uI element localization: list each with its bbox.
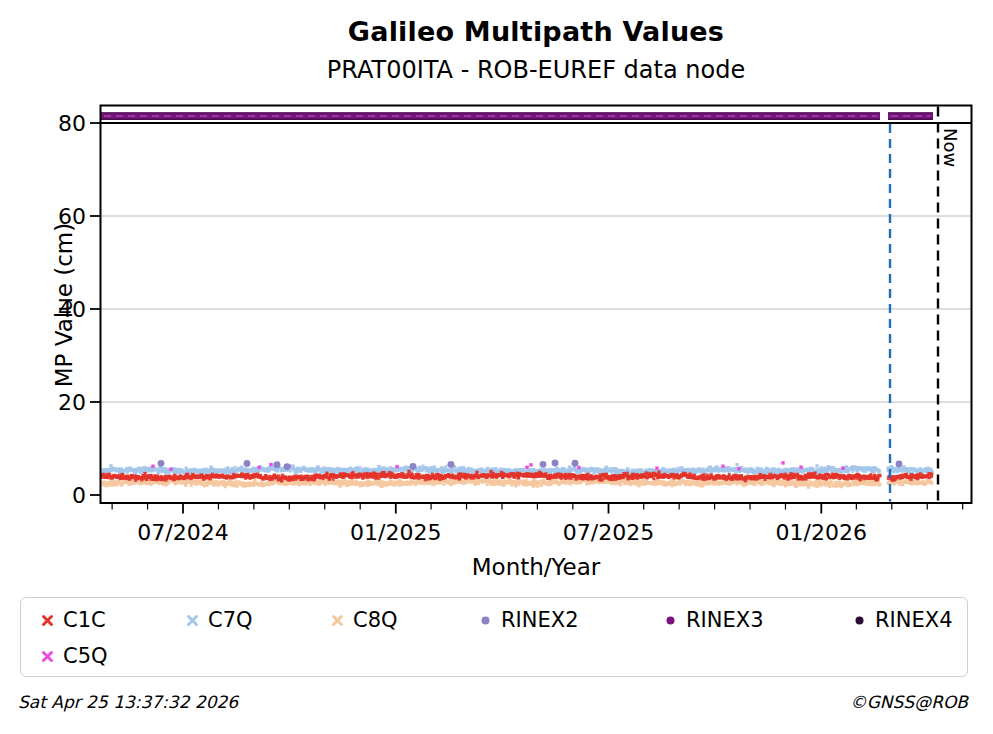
c7q-x-marker-icon bbox=[186, 614, 199, 627]
c5q-x-marker-icon bbox=[41, 650, 54, 663]
plot-timestamp: Sat Apr 25 13:37:32 2026 bbox=[18, 692, 238, 712]
legend-item-c8q: C8Q bbox=[331, 607, 398, 633]
rinex4-dot-marker-icon bbox=[853, 614, 866, 627]
legend-item-rinex4: RINEX4 bbox=[853, 607, 953, 633]
y-tick-0: 0 bbox=[72, 483, 86, 508]
plot-border bbox=[101, 106, 972, 504]
multipath-chart: Galileo Multipath Values PRAT00ITA - ROB… bbox=[0, 0, 993, 734]
legend-label: RINEX4 bbox=[875, 607, 953, 633]
x-tick-01-2026: 01/2026 bbox=[776, 520, 867, 545]
marker-lines bbox=[890, 107, 938, 502]
legend-item-c1c: C1C bbox=[41, 607, 106, 633]
c8q-x-marker-icon bbox=[331, 614, 344, 627]
legend-label: RINEX2 bbox=[501, 607, 579, 633]
legend-item-c5q: C5Q bbox=[41, 643, 108, 669]
y-tick-20: 20 bbox=[58, 390, 86, 415]
y-tick-40: 40 bbox=[58, 297, 86, 322]
c1c-x-marker-icon bbox=[41, 614, 54, 627]
legend-label: C8Q bbox=[353, 607, 398, 633]
legend-item-rinex3: RINEX3 bbox=[664, 607, 764, 633]
legend-box: C1C C7Q C8Q RINEX2 RINEX3 RINEX4 C5Q bbox=[20, 597, 968, 677]
rinex3-dot-marker-icon bbox=[664, 614, 677, 627]
x-tick-01-2025: 01/2025 bbox=[350, 520, 441, 545]
now-line-label: Now bbox=[940, 128, 961, 167]
x-tick-07-2024: 07/2024 bbox=[137, 520, 228, 545]
legend-item-rinex2: RINEX2 bbox=[479, 607, 579, 633]
y-tick-80: 80 bbox=[58, 111, 86, 136]
gridlines bbox=[100, 123, 972, 402]
axis-ticks bbox=[90, 123, 963, 514]
x-axis-label: Month/Year bbox=[472, 554, 601, 580]
legend-label: C5Q bbox=[63, 643, 108, 669]
rinex2-dot-marker-icon bbox=[479, 614, 492, 627]
x-tick-07-2025: 07/2025 bbox=[563, 520, 654, 545]
scatter-points bbox=[100, 113, 933, 489]
legend-label: C7Q bbox=[208, 607, 253, 633]
legend-label: RINEX3 bbox=[686, 607, 764, 633]
legend-item-c7q: C7Q bbox=[186, 607, 253, 633]
legend-label: C1C bbox=[63, 607, 106, 633]
plot-area: 80 60 40 20 0 07/2024 01/2025 07/2025 01… bbox=[0, 0, 993, 590]
credit-watermark: ©GNSS@ROB bbox=[850, 692, 968, 712]
y-tick-60: 60 bbox=[58, 204, 86, 229]
